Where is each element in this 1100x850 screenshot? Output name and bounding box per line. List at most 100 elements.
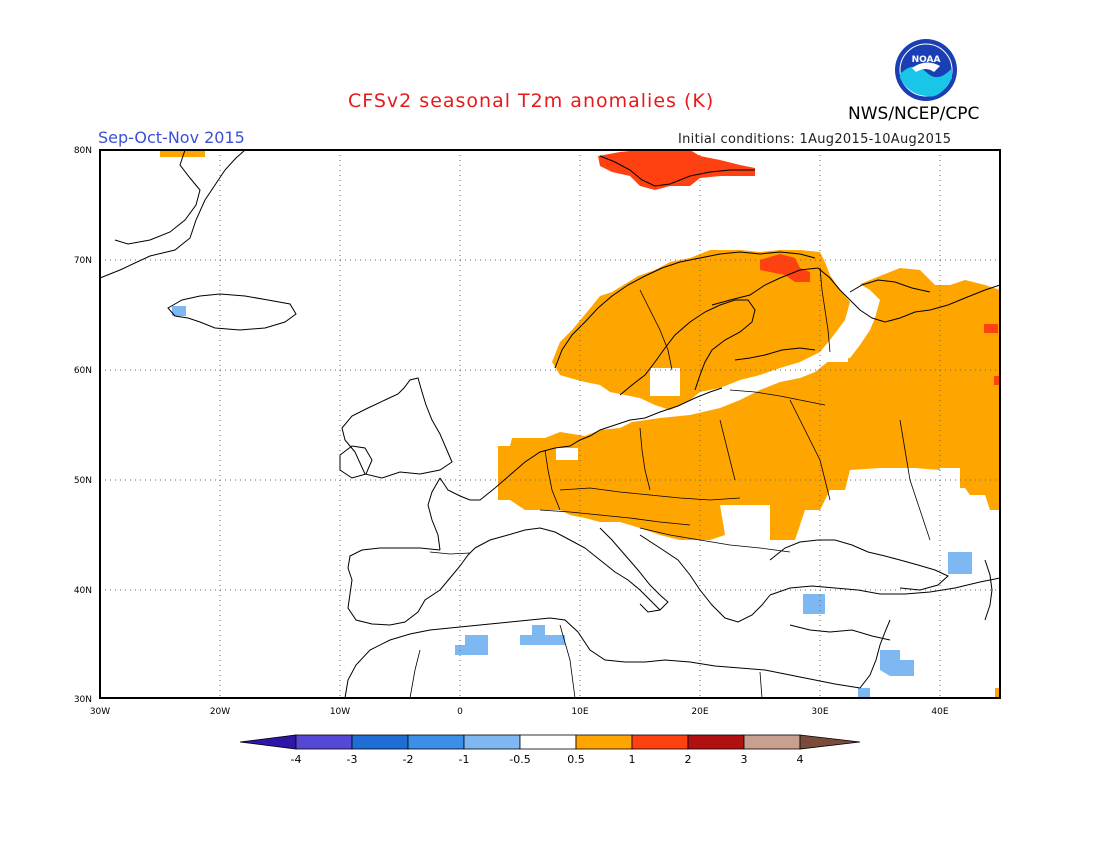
neutral-hole-4 [824, 352, 848, 362]
border-germany-poland [639, 427, 651, 491]
colorbar-label: -2 [403, 753, 414, 766]
coast-sweden-baltic [619, 299, 756, 396]
warm-region-se [995, 688, 1000, 698]
lon-tick-label: 10W [330, 707, 350, 717]
coast-iberia [347, 547, 476, 626]
colorbar-swatch [519, 734, 577, 750]
warm-region-svalbard [160, 150, 205, 157]
colorbar-label: -3 [347, 753, 358, 766]
lon-tick-label: 20W [210, 707, 230, 717]
border-balkans [639, 527, 791, 553]
border-spain-france [429, 551, 471, 555]
colorbar-label: 2 [685, 753, 692, 766]
hot-cell-urals-2 [994, 376, 1000, 385]
colorbar-label: 3 [741, 753, 748, 766]
border-baltic-states [729, 389, 826, 406]
border-france-germany [544, 449, 561, 511]
border-libya [559, 624, 576, 699]
coast-turkey [769, 577, 1001, 596]
coast-black-sea [769, 539, 949, 591]
cool-region-sinai [858, 688, 870, 698]
neutral-hole-3 [650, 368, 680, 396]
coast-levant [859, 619, 891, 689]
colorbar-swatch [687, 734, 745, 750]
border-north-africa [409, 649, 421, 699]
neutral-hole-1 [556, 448, 578, 460]
lat-tick-label: 30N [74, 695, 92, 705]
colorbar-label: 4 [797, 753, 804, 766]
coast-norway [554, 251, 816, 369]
border-central [559, 487, 741, 501]
cool-region-tunisia [520, 625, 565, 645]
lon-tick-label: 30W [90, 707, 110, 717]
warm-region-scandinavia [552, 250, 850, 410]
coast-svalbard [599, 155, 755, 187]
colorbar-swatch [743, 734, 801, 750]
coast-italy [599, 527, 669, 613]
coast-western-europe [439, 387, 723, 501]
warm-region-europe [498, 268, 1000, 540]
border-egypt [759, 671, 763, 699]
coast-north-africa [344, 617, 861, 699]
cool-region-turkey [803, 594, 825, 614]
coast-caspian [984, 559, 993, 621]
colorbar-label: -0.5 [509, 753, 530, 766]
colorbar-label: 0.5 [567, 753, 585, 766]
lon-tick-label: 40E [931, 707, 948, 717]
colorbar-swatch [631, 734, 689, 750]
coast-france-atlantic [427, 477, 441, 551]
colorbar-label: 1 [629, 753, 636, 766]
anomaly-cells [160, 150, 1000, 698]
coast-gulf-finland [734, 347, 816, 361]
colorbar-swatch-min [239, 734, 297, 750]
coast-greenland-2 [114, 149, 201, 245]
neutral-hole-5 [940, 468, 960, 488]
border-alps [539, 509, 691, 526]
colorbar-label: -4 [291, 753, 302, 766]
colorbar-swatch [407, 734, 465, 750]
border-poland-east [719, 419, 736, 481]
lon-tick-label: 10E [571, 707, 588, 717]
hot-region-svalbard [598, 150, 755, 190]
organization-label: NWS/NCEP/CPC [848, 104, 980, 124]
lat-tick-label: 70N [74, 256, 92, 266]
season-label: Sep-Oct-Nov 2015 [98, 128, 245, 147]
lat-tick-label: 60N [74, 366, 92, 376]
border-russia-kaz [899, 419, 931, 541]
colorbar-label: -1 [459, 753, 470, 766]
initial-conditions-label: Initial conditions: 1Aug2015-10Aug2015 [678, 132, 952, 147]
coast-ireland [339, 445, 373, 479]
cool-region-caucasus [948, 552, 972, 574]
lon-tick-label: 20E [691, 707, 708, 717]
lon-tick-label: 0 [457, 707, 463, 717]
colorbar-swatch [575, 734, 633, 750]
coastlines [99, 149, 1001, 699]
border-norway-sweden [639, 289, 673, 371]
country-borders [409, 267, 931, 699]
colorbar-swatch-max [799, 734, 861, 750]
lat-tick-label: 80N [74, 146, 92, 156]
colorbar-swatch [295, 734, 353, 750]
coast-greenland [99, 149, 246, 279]
coast-british-isles [341, 377, 453, 479]
neutral-hole-2 [736, 505, 770, 520]
noaa-logo-icon: NOAA [895, 39, 957, 101]
lat-tick-label: 40N [74, 586, 92, 596]
chart-title: CFSv2 seasonal T2m anomalies (K) [348, 90, 715, 112]
coast-balkans [639, 534, 771, 623]
lat-tick-label: 50N [74, 476, 92, 486]
hot-region-lapland [760, 254, 810, 282]
hot-cell-urals [984, 324, 998, 333]
cool-region-iceland [172, 306, 186, 316]
axis-labels: 80N 70N 60N 50N 40N 30N 30W 20W 10W 0 10… [74, 146, 949, 717]
lon-tick-label: 30E [811, 707, 828, 717]
coast-mediterranean-north [474, 527, 661, 611]
cool-region-levant [880, 650, 914, 676]
border-ukraine-russia [789, 399, 831, 501]
colorbar-swatch [463, 734, 521, 750]
coast-russia-north [849, 279, 931, 293]
coast-finland [711, 267, 1001, 323]
colorbar-swatch [351, 734, 409, 750]
border-finland-russia [819, 267, 831, 353]
